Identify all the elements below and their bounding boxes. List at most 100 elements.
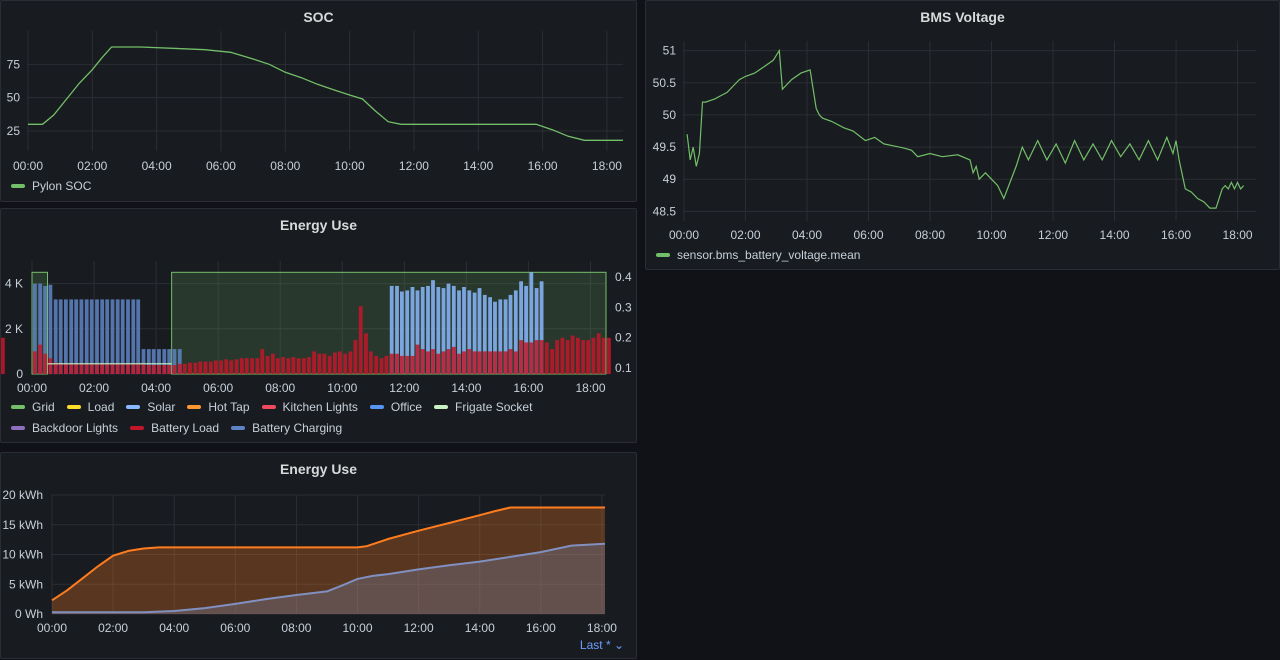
battery-load-bar bbox=[488, 351, 492, 374]
battery-load-bar bbox=[64, 363, 68, 374]
battery-load-bar bbox=[565, 340, 570, 374]
x-tick-label: 10:00 bbox=[343, 621, 373, 635]
y-tick-label: 49.5 bbox=[653, 140, 677, 154]
x-tick-label: 18:00 bbox=[1223, 228, 1253, 242]
battery-load-bar bbox=[550, 349, 554, 374]
battery-load-bar bbox=[400, 355, 404, 374]
battery-load-bar bbox=[213, 360, 218, 374]
legend-item[interactable]: Solar bbox=[126, 396, 175, 417]
x-tick-label: 02:00 bbox=[98, 621, 128, 635]
battery-load-bar bbox=[307, 357, 311, 374]
solar-bar bbox=[524, 285, 528, 374]
battery-load-bar bbox=[182, 363, 187, 374]
x-tick-label: 14:00 bbox=[1100, 228, 1130, 242]
legend-swatch bbox=[126, 404, 141, 409]
battery-charging-bar bbox=[79, 299, 84, 374]
battery-load-bar bbox=[581, 340, 585, 374]
battery-load-bar bbox=[115, 363, 120, 374]
x-tick-label: 04:00 bbox=[141, 381, 171, 395]
battery-load-bar bbox=[420, 349, 425, 374]
battery-load-bar bbox=[291, 357, 296, 374]
legend-label: Hot Tap bbox=[208, 399, 250, 414]
battery-load-bar bbox=[286, 358, 291, 374]
y-tick-label: 50.5 bbox=[653, 76, 677, 90]
x-tick-label: 12:00 bbox=[399, 159, 429, 173]
battery-load-bar bbox=[275, 358, 280, 374]
soc-series-line bbox=[28, 46, 623, 141]
battery-load-bar bbox=[415, 344, 420, 374]
battery-load-bar bbox=[157, 365, 161, 374]
legend-swatch bbox=[231, 425, 246, 430]
x-tick-label: 00:00 bbox=[37, 621, 67, 635]
x-tick-label: 10:00 bbox=[335, 159, 365, 173]
solar-bar bbox=[513, 290, 518, 374]
legend-label: Solar bbox=[147, 399, 176, 414]
battery-load-bar bbox=[193, 362, 198, 374]
legend-item[interactable]: Grid bbox=[11, 396, 55, 417]
solar-bar bbox=[488, 297, 492, 374]
battery-load-bar bbox=[395, 353, 399, 374]
solar-bar bbox=[441, 288, 446, 374]
x-tick-label: 00:00 bbox=[669, 228, 699, 242]
y-tick-label: 50 bbox=[663, 108, 677, 122]
battery-load-bar bbox=[560, 337, 565, 374]
battery-load-bar bbox=[281, 357, 285, 374]
legend-swatch bbox=[66, 404, 81, 409]
legend-item[interactable]: Battery Charging bbox=[231, 417, 342, 438]
panel-title[interactable]: Energy Use bbox=[279, 461, 358, 477]
battery-load-bar bbox=[198, 361, 203, 374]
battery-load-bar bbox=[462, 351, 466, 374]
battery-charging-bar bbox=[110, 299, 115, 374]
x-tick-label: 18:00 bbox=[592, 159, 622, 173]
battery-load-bar bbox=[317, 353, 322, 374]
x-tick-label: 12:00 bbox=[389, 381, 419, 395]
x-tick-label: 08:00 bbox=[915, 228, 945, 242]
battery-load-bar bbox=[410, 355, 415, 374]
battery-load-bar bbox=[322, 353, 327, 374]
y-tick-label: 49 bbox=[663, 172, 677, 186]
legend-item[interactable]: Load bbox=[66, 396, 114, 417]
soc-panel: SOC 25 50 75 00:00 02:00 04:00 06:00 08:00 10:00… bbox=[0, 0, 637, 202]
solar-bar bbox=[436, 287, 441, 374]
battery-load-bar bbox=[229, 360, 234, 374]
battery-charging-bar bbox=[157, 349, 161, 374]
battery-charging-bar bbox=[74, 299, 79, 374]
x-tick-label: 08:00 bbox=[281, 621, 311, 635]
battery-charging-bar bbox=[64, 299, 68, 374]
bms-legend: sensor.bms_battery_voltage.mean bbox=[656, 244, 872, 265]
legend-item[interactable]: sensor.bms_battery_voltage.mean bbox=[656, 244, 860, 265]
battery-load-bar bbox=[338, 351, 342, 374]
legend-item[interactable]: Backdoor Lights bbox=[11, 417, 118, 438]
battery-charging-bar bbox=[105, 299, 110, 374]
battery-load-bar bbox=[348, 351, 353, 374]
panel-title[interactable]: BMS Voltage bbox=[920, 9, 1005, 25]
battery-load-bar bbox=[379, 358, 384, 374]
solar-bar bbox=[482, 294, 487, 374]
legend-item[interactable]: Pylon SOC bbox=[11, 175, 91, 196]
legend-item[interactable]: Frigate Socket bbox=[434, 396, 532, 417]
battery-load-bar bbox=[69, 363, 74, 374]
y-right-tick-label: 0.3 bbox=[615, 300, 632, 314]
panel-title[interactable]: Energy Use bbox=[279, 217, 358, 233]
cumulative-line-1 bbox=[51, 506, 605, 602]
battery-load-bar bbox=[498, 351, 503, 374]
battery-charging-bar bbox=[141, 349, 146, 374]
battery-load-bar bbox=[84, 363, 89, 374]
battery-charging-bar bbox=[38, 283, 43, 374]
battery-load-bar bbox=[508, 349, 513, 374]
battery-load-bar bbox=[586, 340, 590, 374]
legend-item[interactable]: Battery Load bbox=[130, 417, 219, 438]
x-tick-label: 02:00 bbox=[77, 159, 107, 173]
panel-title[interactable]: SOC bbox=[303, 9, 334, 25]
y-tick-label: 0 Wh bbox=[15, 607, 43, 621]
reducer-select[interactable]: Last * ⌄ bbox=[579, 638, 624, 652]
battery-load-bar bbox=[250, 358, 254, 374]
legend-item[interactable]: Office bbox=[369, 396, 422, 417]
legend-swatch bbox=[261, 404, 276, 409]
battery-charging-bar bbox=[131, 299, 136, 374]
legend-item[interactable]: Hot Tap bbox=[187, 396, 250, 417]
x-tick-label: 14:00 bbox=[451, 381, 481, 395]
battery-load-bar bbox=[312, 351, 316, 374]
legend-item[interactable]: Kitchen Lights bbox=[261, 396, 358, 417]
x-tick-label: 10:00 bbox=[327, 381, 357, 395]
